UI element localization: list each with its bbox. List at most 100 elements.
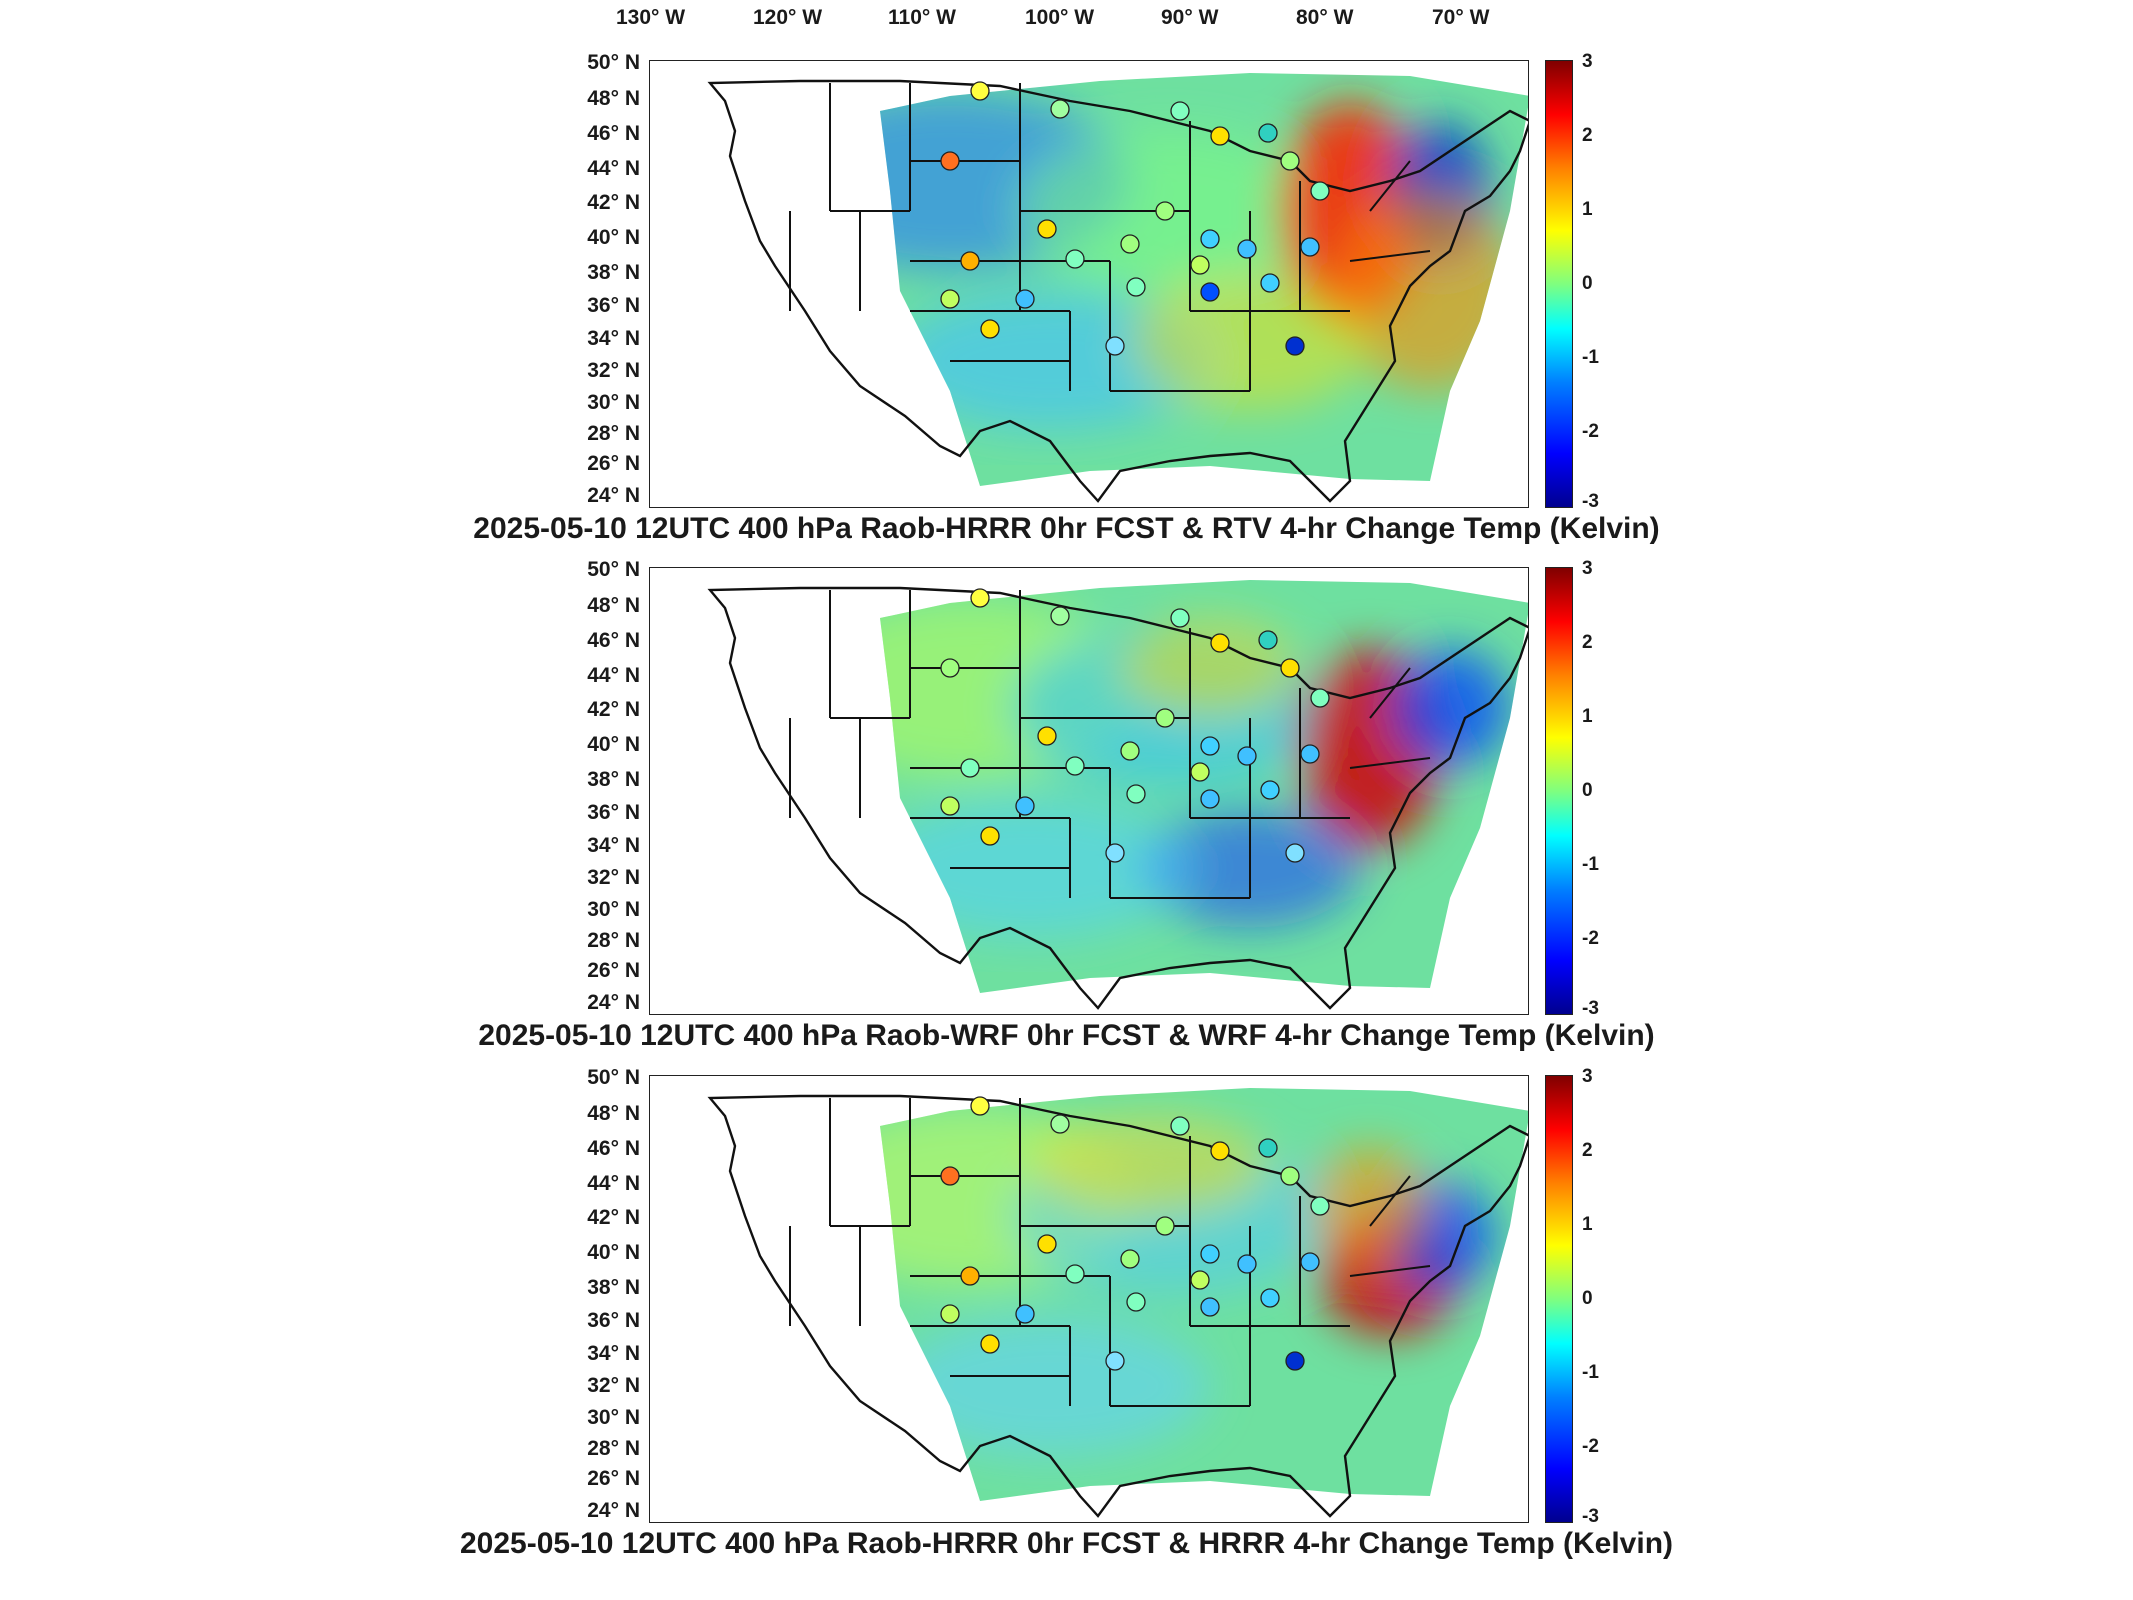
longitude-label: 80° W xyxy=(1296,6,1354,29)
latitude-label: 24° N xyxy=(587,484,640,507)
colorbar-tick-label: -3 xyxy=(1582,1506,1599,1527)
raob-station-marker xyxy=(1015,289,1035,309)
raob-station-marker xyxy=(980,319,1000,339)
raob-station-marker xyxy=(1260,273,1280,293)
raob-station-marker xyxy=(1280,1166,1300,1186)
colorbar-tick-label: -2 xyxy=(1582,928,1599,949)
latitude-label: 40° N xyxy=(587,733,640,756)
latitude-label: 40° N xyxy=(587,1241,640,1264)
raob-station-marker xyxy=(1300,744,1320,764)
latitude-label: 42° N xyxy=(587,698,640,721)
latitude-label: 34° N xyxy=(587,834,640,857)
colorbar-tick-label: 1 xyxy=(1582,706,1593,727)
longitude-label: 120° W xyxy=(753,6,823,29)
raob-station-marker xyxy=(1258,123,1278,143)
latitude-label: 30° N xyxy=(587,1406,640,1429)
latitude-label: 44° N xyxy=(587,157,640,180)
latitude-label: 28° N xyxy=(587,1437,640,1460)
raob-station-marker xyxy=(1065,249,1085,269)
raob-station-marker xyxy=(1200,1244,1220,1264)
raob-station-marker xyxy=(1210,633,1230,653)
raob-station-marker xyxy=(1190,762,1210,782)
map-panel-1: 50° N 48° N 46° N 44° N 42° N 40° N 38° N 36° N… xyxy=(0,52,2133,570)
longitude-label: 70° W xyxy=(1432,6,1490,29)
raob-station-marker xyxy=(1258,630,1278,650)
latitude-label: 34° N xyxy=(587,327,640,350)
latitude-label: 26° N xyxy=(587,1467,640,1490)
colorbar-tick-label: -1 xyxy=(1582,347,1599,368)
raob-station-marker xyxy=(1120,234,1140,254)
raob-station-marker xyxy=(1037,1234,1057,1254)
latitude-label: 50° N xyxy=(587,1066,640,1089)
raob-station-marker xyxy=(1200,1297,1220,1317)
raob-station-marker xyxy=(1037,219,1057,239)
longitude-axis: 130° W 120° W 110° W 100° W 90° W 80° W 70° W xyxy=(0,0,2133,40)
raob-station-marker xyxy=(1258,1138,1278,1158)
colorbar-tick-label: -3 xyxy=(1582,491,1599,512)
raob-station-marker xyxy=(1105,1351,1125,1371)
latitude-label: 48° N xyxy=(587,594,640,617)
raob-station-marker xyxy=(1126,1292,1146,1312)
panel-title: 2025-05-10 12UTC 400 hPa Raob-HRRR 0hr F… xyxy=(473,512,1660,545)
raob-station-marker xyxy=(1260,1288,1280,1308)
colorbar-tick-label: 2 xyxy=(1582,125,1593,146)
raob-station-marker xyxy=(1237,1254,1257,1274)
colorbar-tick-label: 0 xyxy=(1582,780,1593,801)
colorbar-tick-label: 0 xyxy=(1582,1288,1593,1309)
raob-station-marker xyxy=(940,796,960,816)
raob-station-marker xyxy=(1065,756,1085,776)
latitude-label: 30° N xyxy=(587,898,640,921)
raob-station-marker xyxy=(1050,1114,1070,1134)
raob-station-marker xyxy=(1126,784,1146,804)
latitude-label: 32° N xyxy=(587,1374,640,1397)
colorbar xyxy=(1545,567,1573,1015)
raob-station-marker xyxy=(1105,336,1125,356)
latitude-label: 24° N xyxy=(587,991,640,1014)
latitude-label: 44° N xyxy=(587,664,640,687)
latitude-label: 46° N xyxy=(587,629,640,652)
latitude-label: 38° N xyxy=(587,261,640,284)
latitude-label: 32° N xyxy=(587,359,640,382)
colorbar-tick-label: 3 xyxy=(1582,1066,1593,1087)
latitude-label: 48° N xyxy=(587,87,640,110)
map-panel-2: 50° N 48° N 46° N 44° N 42° N 40° N 38° N 36° N… xyxy=(0,559,2133,1077)
longitude-label: 100° W xyxy=(1025,6,1095,29)
raob-station-marker xyxy=(1170,608,1190,628)
latitude-label: 38° N xyxy=(587,768,640,791)
raob-station-marker xyxy=(1200,229,1220,249)
longitude-label: 90° W xyxy=(1161,6,1219,29)
raob-station-marker xyxy=(1155,1216,1175,1236)
raob-station-marker xyxy=(940,151,960,171)
latitude-label: 42° N xyxy=(587,191,640,214)
raob-station-marker xyxy=(970,81,990,101)
latitude-label: 50° N xyxy=(587,51,640,74)
map-plot-area xyxy=(649,1075,1529,1523)
latitude-label: 38° N xyxy=(587,1276,640,1299)
raob-station-marker xyxy=(1285,843,1305,863)
raob-station-marker xyxy=(1015,1304,1035,1324)
raob-station-marker xyxy=(1310,688,1330,708)
raob-station-marker xyxy=(1285,336,1305,356)
colorbar-tick-label: -2 xyxy=(1582,421,1599,442)
raob-station-marker xyxy=(1015,796,1035,816)
colorbar-tick-label: -1 xyxy=(1582,854,1599,875)
raob-station-marker xyxy=(1050,99,1070,119)
colorbar xyxy=(1545,60,1573,508)
raob-station-marker xyxy=(1120,1249,1140,1269)
latitude-label: 46° N xyxy=(587,1137,640,1160)
colorbar-tick-label: 3 xyxy=(1582,558,1593,579)
latitude-label: 32° N xyxy=(587,866,640,889)
raob-station-marker xyxy=(960,251,980,271)
latitude-label: 24° N xyxy=(587,1499,640,1522)
latitude-label: 50° N xyxy=(587,558,640,581)
raob-station-marker xyxy=(1190,1270,1210,1290)
raob-station-marker xyxy=(1065,1264,1085,1284)
raob-station-marker xyxy=(1280,151,1300,171)
raob-station-marker xyxy=(960,758,980,778)
colorbar-tick-label: 3 xyxy=(1582,51,1593,72)
colorbar-tick-label: 2 xyxy=(1582,632,1593,653)
raob-station-marker xyxy=(940,658,960,678)
raob-station-marker xyxy=(1120,741,1140,761)
latitude-label: 26° N xyxy=(587,452,640,475)
raob-station-marker xyxy=(1310,181,1330,201)
